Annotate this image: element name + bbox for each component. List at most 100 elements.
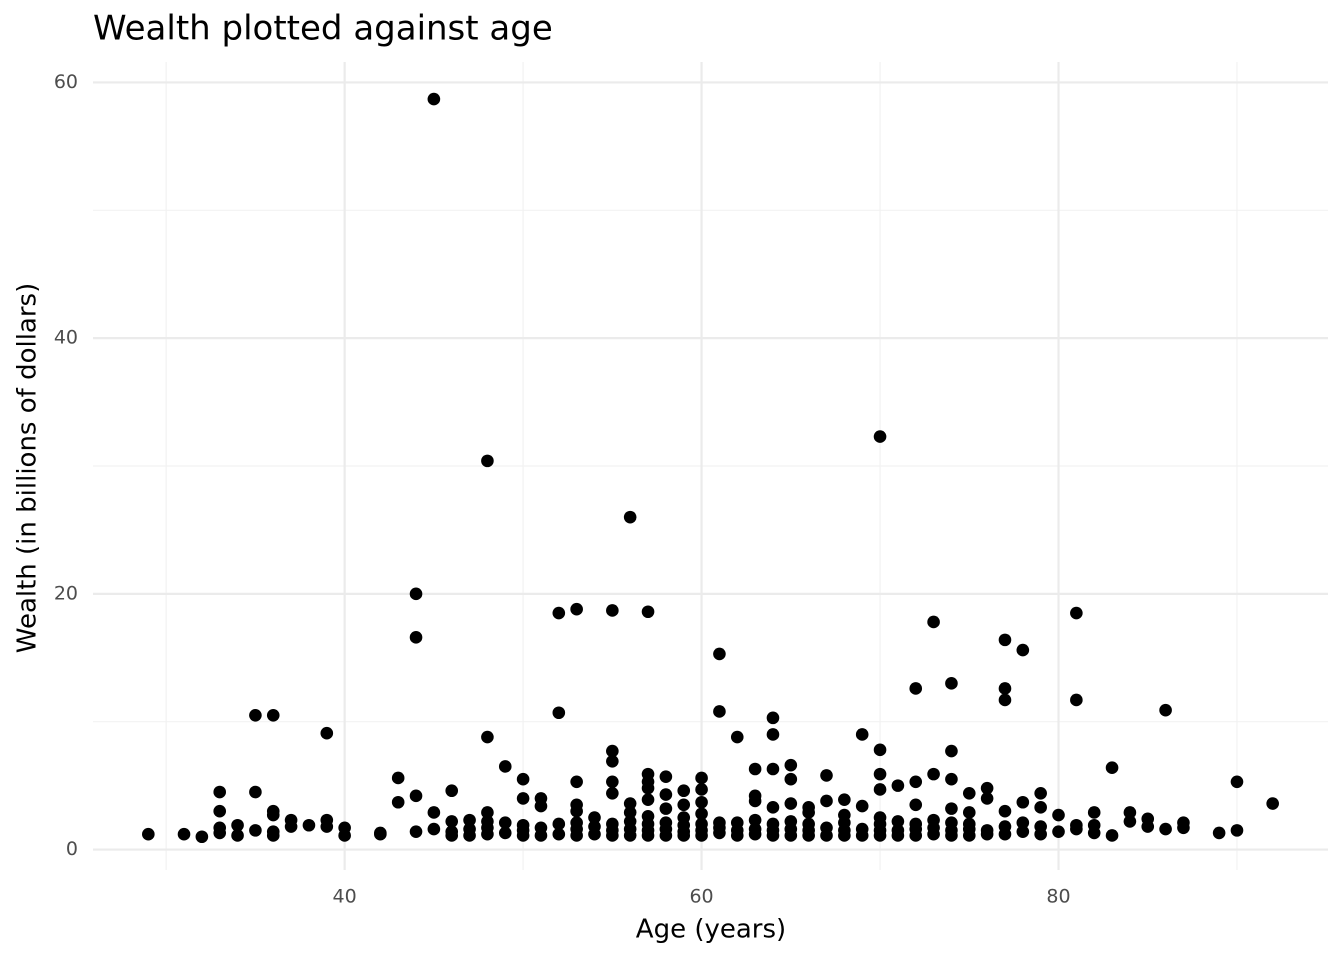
point bbox=[962, 806, 976, 819]
point bbox=[838, 808, 851, 822]
point bbox=[1212, 826, 1226, 840]
point bbox=[498, 816, 512, 829]
point bbox=[659, 802, 673, 815]
point bbox=[213, 785, 227, 799]
point bbox=[427, 92, 441, 106]
point bbox=[445, 825, 459, 838]
point bbox=[1087, 806, 1101, 819]
point bbox=[374, 826, 387, 840]
point bbox=[231, 818, 244, 832]
point bbox=[909, 682, 923, 695]
point bbox=[1016, 795, 1030, 809]
point bbox=[1159, 703, 1172, 717]
point bbox=[891, 824, 905, 837]
point bbox=[873, 743, 887, 757]
point bbox=[409, 631, 423, 644]
point bbox=[606, 755, 619, 768]
point bbox=[1230, 824, 1244, 837]
point bbox=[463, 822, 476, 836]
point bbox=[427, 806, 441, 819]
point bbox=[1034, 786, 1047, 800]
y-tick-label: 20 bbox=[54, 582, 78, 604]
point bbox=[302, 818, 316, 832]
point bbox=[998, 633, 1012, 647]
point bbox=[570, 775, 583, 789]
point bbox=[1070, 606, 1083, 620]
point bbox=[1016, 816, 1030, 829]
y-axis-title: Wealth (in billions of dollars) bbox=[13, 283, 43, 653]
point bbox=[945, 677, 958, 690]
x-axis-title: Age (years) bbox=[636, 915, 786, 945]
point bbox=[748, 822, 762, 836]
point bbox=[891, 815, 905, 828]
point bbox=[945, 802, 958, 815]
point bbox=[820, 769, 833, 782]
point bbox=[891, 779, 905, 792]
point bbox=[784, 758, 798, 772]
x-tick-label: 40 bbox=[333, 886, 357, 908]
point bbox=[391, 771, 405, 785]
point bbox=[980, 824, 994, 837]
point bbox=[855, 728, 869, 741]
point bbox=[695, 795, 708, 809]
grid bbox=[93, 62, 1328, 870]
point bbox=[784, 797, 798, 810]
point bbox=[820, 821, 833, 835]
point bbox=[1105, 829, 1119, 842]
point bbox=[1123, 806, 1137, 819]
point bbox=[445, 784, 459, 798]
point bbox=[409, 587, 423, 601]
point bbox=[659, 816, 673, 829]
point bbox=[909, 775, 923, 789]
point bbox=[927, 767, 940, 781]
point bbox=[552, 817, 566, 831]
point bbox=[766, 801, 780, 814]
point bbox=[909, 798, 923, 812]
point bbox=[713, 647, 726, 661]
point bbox=[677, 784, 691, 798]
point bbox=[1141, 812, 1155, 826]
point bbox=[606, 817, 619, 831]
point bbox=[606, 786, 619, 800]
point bbox=[177, 827, 191, 841]
point bbox=[998, 682, 1012, 695]
point bbox=[481, 806, 494, 819]
point bbox=[909, 817, 923, 831]
point bbox=[481, 454, 494, 468]
x-tick-label: 80 bbox=[1046, 886, 1070, 908]
point bbox=[534, 799, 548, 813]
point bbox=[802, 817, 815, 831]
point bbox=[552, 827, 566, 841]
point bbox=[980, 781, 994, 795]
point bbox=[695, 807, 708, 821]
point bbox=[641, 793, 655, 806]
point bbox=[142, 827, 155, 841]
point bbox=[641, 810, 655, 823]
point bbox=[945, 816, 958, 829]
point bbox=[998, 804, 1012, 818]
point bbox=[391, 795, 405, 809]
point bbox=[677, 811, 691, 824]
point bbox=[1087, 818, 1101, 832]
point bbox=[534, 821, 548, 835]
point bbox=[1266, 797, 1279, 810]
point bbox=[713, 705, 726, 718]
point bbox=[927, 615, 940, 629]
point bbox=[838, 793, 851, 806]
point bbox=[873, 430, 887, 443]
point bbox=[213, 804, 227, 818]
point bbox=[481, 815, 494, 828]
point bbox=[1016, 825, 1030, 838]
point bbox=[873, 817, 887, 831]
point bbox=[606, 775, 619, 789]
point bbox=[249, 785, 262, 799]
point bbox=[570, 804, 583, 818]
point bbox=[1034, 801, 1047, 814]
plot-area bbox=[142, 92, 1279, 844]
point bbox=[855, 799, 869, 813]
point bbox=[730, 816, 744, 829]
point bbox=[873, 767, 887, 781]
point bbox=[588, 811, 601, 824]
